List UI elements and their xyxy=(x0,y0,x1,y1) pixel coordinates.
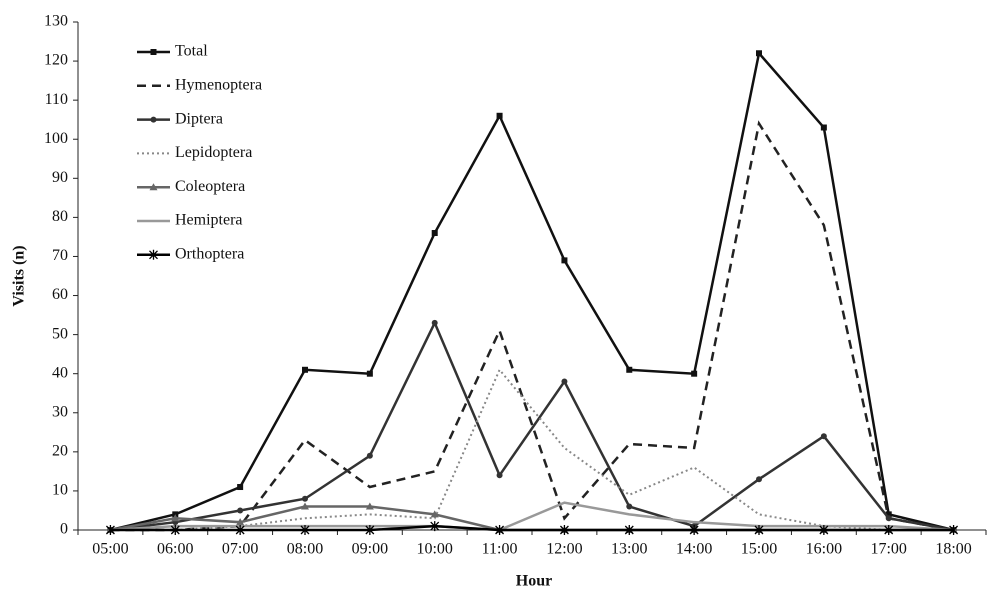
y-tick-label: 40 xyxy=(52,364,68,381)
marker xyxy=(949,525,959,535)
legend-label: Total xyxy=(175,43,208,60)
y-tick-label: 110 xyxy=(45,91,68,108)
marker xyxy=(150,49,157,55)
series-line xyxy=(110,50,954,532)
marker xyxy=(691,370,698,377)
x-tick-label: 14:00 xyxy=(676,541,712,558)
marker xyxy=(756,476,762,483)
marker xyxy=(884,525,894,535)
y-tick-label: 120 xyxy=(44,52,68,69)
marker xyxy=(366,452,373,459)
y-tick-label: 100 xyxy=(44,130,68,147)
marker xyxy=(366,370,373,377)
legend-label: Hymenoptera xyxy=(175,76,262,93)
y-tick-label: 60 xyxy=(52,286,68,303)
marker xyxy=(496,472,503,479)
marker xyxy=(624,525,634,535)
marker xyxy=(820,124,827,131)
marker xyxy=(236,518,245,526)
marker xyxy=(237,507,244,514)
marker xyxy=(626,503,633,510)
y-tick-label: 70 xyxy=(52,247,68,264)
legend-label: Orthoptera xyxy=(175,245,244,262)
y-tick-label: 130 xyxy=(44,13,68,30)
series-line xyxy=(110,367,954,531)
x-tick-label: 10:00 xyxy=(416,541,452,558)
x-tick-label: 08:00 xyxy=(287,541,323,558)
marker xyxy=(819,525,829,535)
marker xyxy=(235,525,245,535)
marker xyxy=(496,112,503,119)
marker xyxy=(689,525,699,535)
marker xyxy=(170,525,180,535)
x-axis-label: Hour xyxy=(516,573,552,590)
legend-label: Coleoptera xyxy=(175,178,245,195)
legend-label: Lepidoptera xyxy=(175,144,252,161)
series-line xyxy=(110,501,954,532)
marker xyxy=(237,484,244,491)
x-tick-label: 09:00 xyxy=(352,541,388,558)
marker xyxy=(431,230,438,237)
x-tick-label: 07:00 xyxy=(222,541,258,558)
y-tick-label: 90 xyxy=(52,169,68,186)
x-tick-label: 18:00 xyxy=(935,541,971,558)
x-tick-label: 06:00 xyxy=(157,541,193,558)
marker xyxy=(431,319,438,326)
marker xyxy=(559,525,569,535)
series-line xyxy=(110,524,954,532)
x-tick-label: 05:00 xyxy=(92,541,128,558)
marker xyxy=(365,502,374,510)
marker xyxy=(561,378,568,385)
y-tick-label: 10 xyxy=(52,482,68,499)
marker xyxy=(820,433,827,440)
y-tick-label: 0 xyxy=(60,521,68,538)
marker xyxy=(301,502,309,510)
marker xyxy=(885,515,892,522)
legend-label: Hemiptera xyxy=(175,212,243,229)
y-tick-label: 80 xyxy=(52,208,68,225)
x-tick-label: 17:00 xyxy=(870,541,906,558)
y-tick-label: 50 xyxy=(52,325,68,342)
marker xyxy=(149,249,158,260)
x-tick-label: 12:00 xyxy=(546,541,582,558)
x-tick-label: 16:00 xyxy=(806,541,842,558)
marker xyxy=(885,511,892,518)
marker xyxy=(430,510,439,518)
marker xyxy=(171,514,180,522)
marker xyxy=(561,257,568,264)
marker xyxy=(754,525,764,535)
marker xyxy=(626,366,633,373)
y-tick-label: 20 xyxy=(52,443,68,460)
marker xyxy=(365,525,375,535)
series-line xyxy=(110,120,954,532)
marker xyxy=(150,116,157,123)
marker xyxy=(302,366,308,373)
x-tick-label: 13:00 xyxy=(611,541,647,558)
marker xyxy=(300,525,310,535)
marker xyxy=(105,525,115,535)
marker xyxy=(756,50,762,57)
marker xyxy=(302,495,308,502)
legend-label: Diptera xyxy=(175,110,223,127)
x-tick-label: 11:00 xyxy=(482,541,518,558)
marker xyxy=(495,525,505,535)
y-axis-label: Visits (n) xyxy=(11,245,28,306)
marker xyxy=(149,183,158,191)
x-tick-label: 15:00 xyxy=(741,541,777,558)
y-tick-label: 30 xyxy=(52,403,68,420)
series-line xyxy=(110,319,954,532)
marker xyxy=(430,521,440,532)
